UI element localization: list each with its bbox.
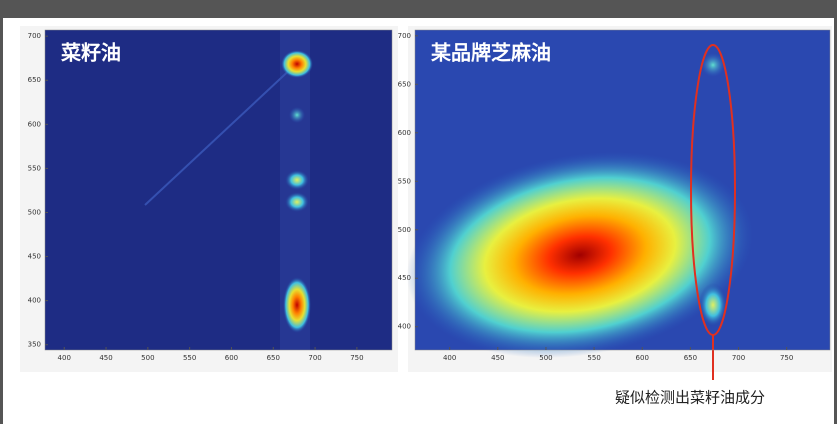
- heat-right: [406, 30, 830, 380]
- x-tick-label: 550: [183, 354, 196, 362]
- plot-frame: [44, 29, 393, 351]
- heat-spot: [283, 277, 311, 333]
- left-border: [0, 18, 3, 424]
- y-tick-label: 500: [28, 208, 41, 216]
- heat-line: [144, 64, 296, 206]
- heat-spot: [285, 192, 309, 212]
- x-tick-label: 650: [267, 354, 280, 362]
- heat-left: [45, 30, 392, 350]
- y-tick-label: 450: [398, 274, 411, 282]
- y-tick-label: 400: [398, 323, 411, 331]
- y-tick-label: 600: [28, 120, 41, 128]
- y-tick-label: 550: [398, 177, 411, 185]
- x-tick-label: 600: [636, 354, 649, 362]
- x-tick-label: 400: [58, 354, 71, 362]
- heat-spot: [289, 107, 305, 123]
- heat-spot: [701, 53, 725, 77]
- x-tick-label: 500: [141, 354, 154, 362]
- top-bar: [0, 0, 837, 18]
- y-tick-label: 350: [28, 341, 41, 349]
- y-tick-label: 650: [398, 80, 411, 88]
- y-tick-label: 450: [28, 253, 41, 261]
- x-tick-label: 700: [732, 354, 745, 362]
- y-tick-label: 700: [398, 32, 411, 40]
- heat-spot: [281, 50, 313, 78]
- heat-spot: [285, 170, 309, 190]
- x-tick-label: 750: [780, 354, 793, 362]
- y-tick-label: 650: [28, 76, 41, 84]
- x-tick-label: 400: [443, 354, 456, 362]
- heat-bg: [45, 30, 392, 350]
- y-tick-label: 400: [28, 297, 41, 305]
- x-tick-label: 650: [684, 354, 697, 362]
- x-tick-label: 550: [587, 354, 600, 362]
- x-tick-label: 700: [308, 354, 321, 362]
- y-tick-label: 500: [398, 226, 411, 234]
- y-tick-label: 700: [28, 32, 41, 40]
- chart-title: 某品牌芝麻油: [431, 41, 551, 65]
- x-tick-label: 450: [99, 354, 112, 362]
- x-tick-label: 500: [539, 354, 552, 362]
- x-tick-label: 450: [491, 354, 504, 362]
- annotation: 疑似检测出菜籽油成分: [615, 389, 765, 407]
- chart-title: 菜籽油: [60, 41, 121, 65]
- heat-spot: [699, 283, 727, 327]
- right-border: [834, 18, 837, 424]
- y-tick-label: 600: [398, 129, 411, 137]
- plot-frame: [414, 29, 831, 351]
- heat-blob: [406, 151, 754, 359]
- x-tick-label: 750: [350, 354, 363, 362]
- x-tick-label: 600: [225, 354, 238, 362]
- y-tick-label: 550: [28, 164, 41, 172]
